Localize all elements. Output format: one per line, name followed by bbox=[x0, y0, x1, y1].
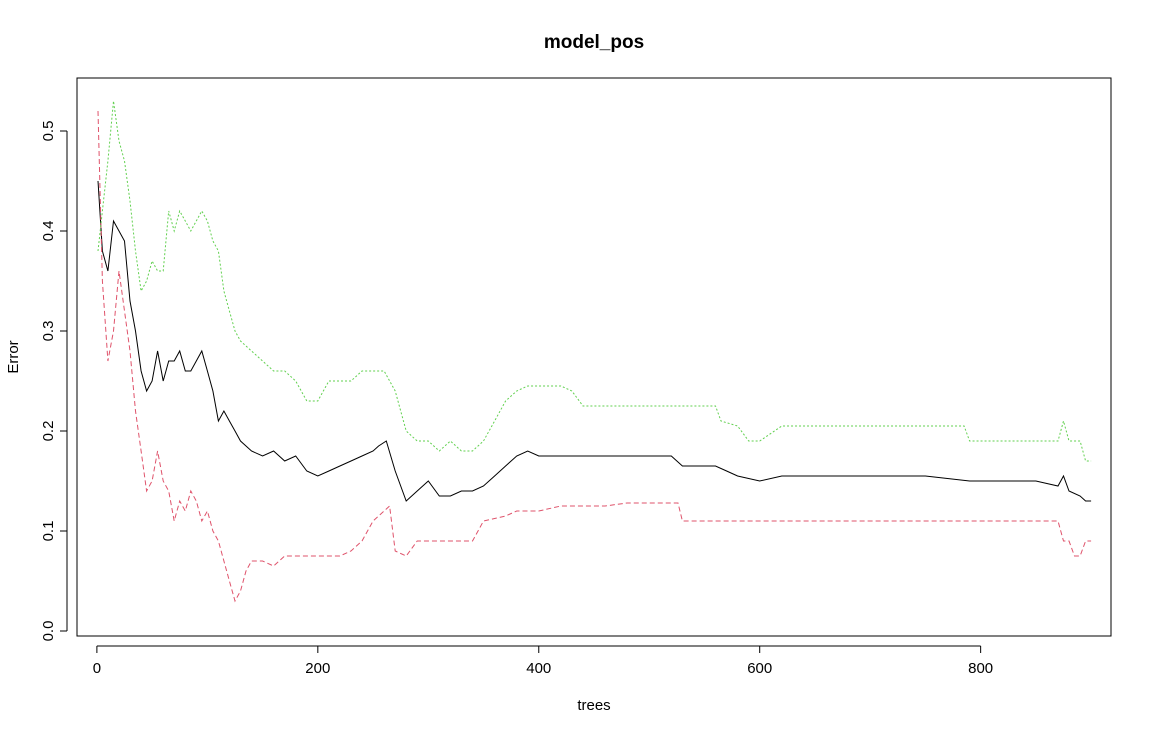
x-tick-label: 800 bbox=[968, 660, 993, 677]
y-tick-label: 0.2 bbox=[40, 421, 57, 442]
y-tick-label: 0.5 bbox=[40, 121, 57, 142]
series-line-2 bbox=[97, 110, 1092, 603]
plot-frame bbox=[76, 77, 1112, 637]
x-axis: 0 200 400 600 800 bbox=[93, 645, 993, 677]
x-axis-label: trees bbox=[577, 697, 610, 714]
y-axis: 0.0 0.1 0.2 0.3 0.4 0.5 bbox=[40, 121, 68, 642]
y-tick-label: 0.3 bbox=[40, 321, 57, 342]
y-axis-label: Error bbox=[5, 340, 22, 373]
y-tick-label: 0.0 bbox=[40, 621, 57, 642]
series-layer bbox=[97, 100, 1092, 603]
y-tick-label: 0.4 bbox=[40, 221, 57, 242]
x-tick-label: 400 bbox=[526, 660, 551, 677]
chart-title: model_pos bbox=[544, 32, 644, 53]
series-line-3 bbox=[97, 100, 1092, 462]
x-tick-label: 0 bbox=[93, 660, 101, 677]
y-tick-label: 0.1 bbox=[40, 521, 57, 542]
series-line-1 bbox=[97, 180, 1092, 502]
x-tick-label: 200 bbox=[305, 660, 330, 677]
x-tick-label: 600 bbox=[747, 660, 772, 677]
